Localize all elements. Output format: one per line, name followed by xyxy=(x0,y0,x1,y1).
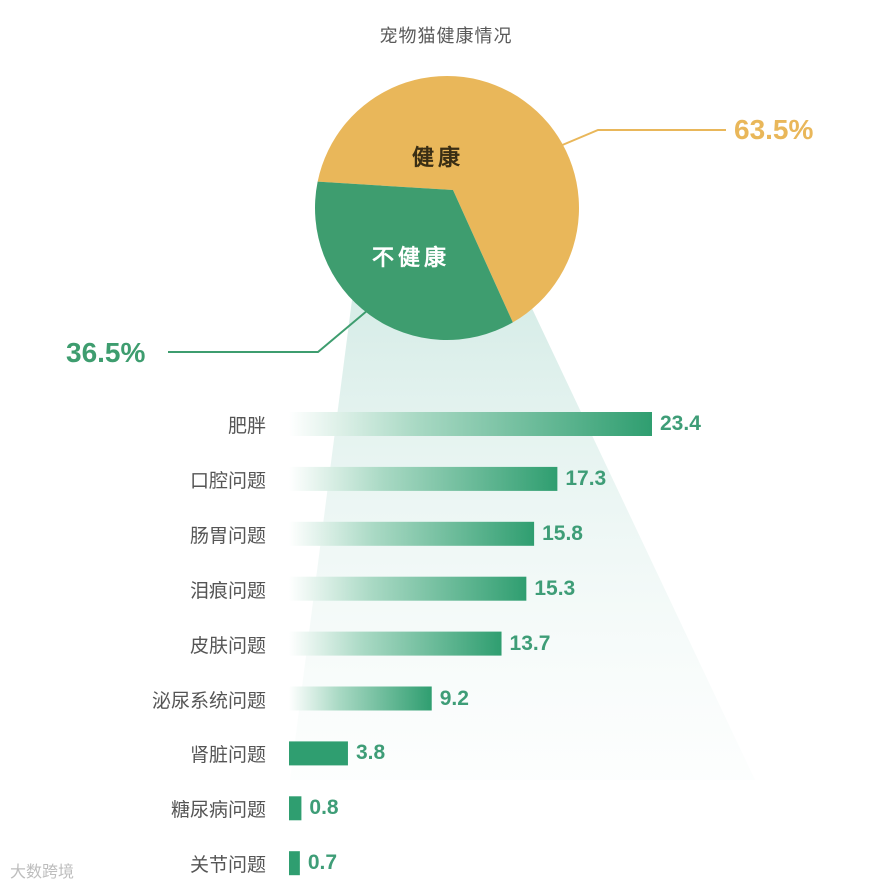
pie-slice-unhealthy xyxy=(315,181,513,340)
bar-value-label: 17.3 xyxy=(565,466,607,490)
leader-line-healthy xyxy=(559,129,726,147)
leader-line-unhealthy xyxy=(168,309,369,353)
chart-title: 宠物猫健康情况 xyxy=(379,26,513,47)
pie-label-healthy: 健康 xyxy=(412,146,465,171)
bar-value-label: 3.8 xyxy=(355,741,386,765)
bar-category-label: 糖尿病问题 xyxy=(170,799,266,822)
bar-category-label: 肥胖 xyxy=(227,415,266,437)
bar xyxy=(289,686,432,711)
bar-value-label: 13.7 xyxy=(509,631,551,655)
bar xyxy=(289,521,535,546)
bar-value-label: 9.2 xyxy=(439,686,469,710)
bar xyxy=(289,412,652,436)
bar-value-label: 0.8 xyxy=(309,796,339,820)
bar xyxy=(289,466,558,491)
bar-category-label: 皮肤问题 xyxy=(189,634,266,657)
bar xyxy=(289,741,348,766)
bar-category-label: 肾脏问题 xyxy=(189,744,266,767)
bar-category-label: 关节问题 xyxy=(189,854,266,877)
bar xyxy=(289,851,300,876)
bar-value-label: 15.3 xyxy=(534,576,576,600)
bar-category-label: 泌尿系统问题 xyxy=(151,689,266,712)
pie-slice-healthy xyxy=(317,76,579,323)
bar-category-label: 肠胃问题 xyxy=(189,524,266,547)
bar-value-label: 23.4 xyxy=(660,412,701,435)
bar xyxy=(289,796,302,821)
bar xyxy=(289,631,502,656)
bar-category-label: 口腔问题 xyxy=(189,469,266,492)
bar-value-label: 15.8 xyxy=(542,521,583,545)
pie-value-healthy: 63.5% xyxy=(734,114,814,145)
bar xyxy=(289,576,527,601)
watermark: 大数跨境 xyxy=(10,862,75,881)
pie-label-unhealthy: 不健康 xyxy=(372,246,451,271)
bar-value-label: 0.7 xyxy=(307,851,338,875)
pie-value-unhealthy: 36.5% xyxy=(66,337,146,368)
bar-category-label: 泪痕问题 xyxy=(189,579,266,602)
